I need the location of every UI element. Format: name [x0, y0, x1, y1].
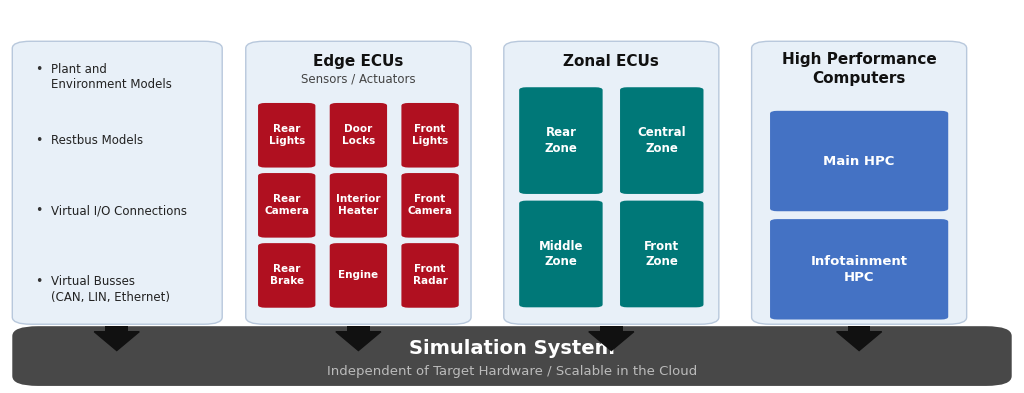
Text: Front
Camera: Front Camera	[408, 195, 453, 216]
Text: Interior
Heater: Interior Heater	[336, 195, 381, 216]
FancyBboxPatch shape	[258, 103, 315, 167]
FancyBboxPatch shape	[258, 173, 315, 238]
Polygon shape	[94, 332, 139, 351]
Text: Edge ECUs: Edge ECUs	[313, 54, 403, 69]
Text: Infotainment
HPC: Infotainment HPC	[811, 255, 907, 284]
Text: Virtual I/O Connections: Virtual I/O Connections	[51, 204, 187, 217]
Text: •: •	[35, 134, 42, 147]
Text: Simulation System: Simulation System	[409, 339, 615, 358]
Text: Plant and
Environment Models: Plant and Environment Models	[51, 63, 172, 92]
Text: Sensors / Actuators: Sensors / Actuators	[301, 73, 416, 86]
FancyBboxPatch shape	[519, 200, 602, 307]
FancyBboxPatch shape	[401, 243, 459, 308]
Text: •: •	[35, 63, 42, 76]
Polygon shape	[336, 332, 381, 351]
Text: Rear
Zone: Rear Zone	[545, 126, 578, 155]
FancyBboxPatch shape	[330, 103, 387, 167]
Text: Virtual Busses
(CAN, LIN, Ethernet): Virtual Busses (CAN, LIN, Ethernet)	[51, 275, 170, 304]
Polygon shape	[837, 332, 882, 351]
FancyBboxPatch shape	[246, 41, 471, 324]
FancyBboxPatch shape	[621, 87, 703, 194]
FancyBboxPatch shape	[105, 326, 128, 332]
Text: •: •	[35, 275, 42, 288]
Text: Rear
Lights: Rear Lights	[268, 124, 305, 146]
FancyBboxPatch shape	[504, 41, 719, 324]
FancyBboxPatch shape	[752, 41, 967, 324]
Text: Front
Zone: Front Zone	[644, 240, 679, 268]
FancyBboxPatch shape	[401, 103, 459, 167]
FancyBboxPatch shape	[848, 326, 870, 332]
Text: Zonal ECUs: Zonal ECUs	[563, 54, 659, 69]
Text: High Performance
Computers: High Performance Computers	[781, 52, 937, 86]
Text: Central
Zone: Central Zone	[638, 126, 686, 155]
Text: Independent of Target Hardware / Scalable in the Cloud: Independent of Target Hardware / Scalabl…	[327, 365, 697, 378]
FancyBboxPatch shape	[401, 173, 459, 238]
Text: Restbus Models: Restbus Models	[51, 134, 143, 147]
FancyBboxPatch shape	[330, 243, 387, 308]
Text: Front
Radar: Front Radar	[413, 264, 447, 286]
Text: Engine: Engine	[338, 270, 379, 281]
FancyBboxPatch shape	[770, 219, 948, 320]
Text: Rear
Camera: Rear Camera	[264, 195, 309, 216]
Text: Door
Locks: Door Locks	[342, 124, 375, 146]
FancyBboxPatch shape	[770, 111, 948, 211]
Polygon shape	[589, 332, 634, 351]
FancyBboxPatch shape	[621, 200, 703, 307]
Text: Middle
Zone: Middle Zone	[539, 240, 583, 268]
FancyBboxPatch shape	[347, 326, 370, 332]
FancyBboxPatch shape	[12, 41, 222, 324]
FancyBboxPatch shape	[12, 326, 1012, 386]
FancyBboxPatch shape	[258, 243, 315, 308]
FancyBboxPatch shape	[519, 87, 602, 194]
FancyBboxPatch shape	[600, 326, 623, 332]
Text: Main HPC: Main HPC	[823, 154, 895, 167]
FancyBboxPatch shape	[330, 173, 387, 238]
Text: Rear
Brake: Rear Brake	[269, 264, 304, 286]
Text: Front
Lights: Front Lights	[412, 124, 449, 146]
Text: •: •	[35, 204, 42, 217]
